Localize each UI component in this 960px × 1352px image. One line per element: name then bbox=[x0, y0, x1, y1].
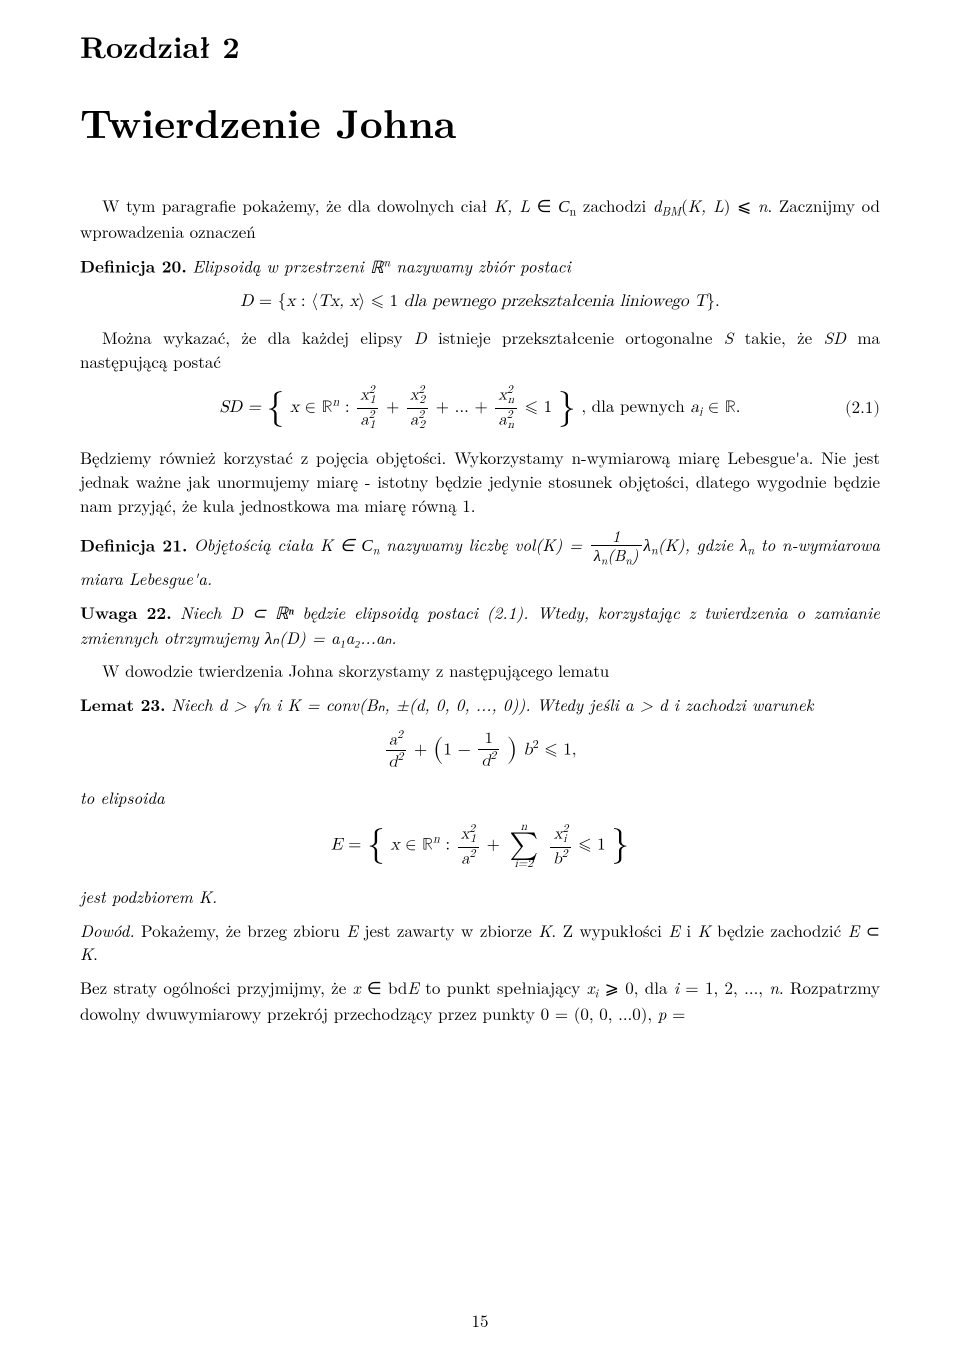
math-inline-dbm: dBM bbox=[653, 193, 681, 217]
def20-text-b: nazywamy zbiór postaci bbox=[390, 254, 571, 278]
proof-line-1: Pokażemy, że brzeg zbioru E jest zawarty… bbox=[80, 918, 880, 966]
lemma-23-display-1: a2d2 + (1 − 1d2 ) b2 ⩽ 1, bbox=[80, 730, 880, 772]
lemma-23-text-c: jest podzbiorem K. bbox=[80, 885, 880, 909]
after-def20-a: Można wykazać, że dla każdej elipsy bbox=[102, 325, 414, 349]
remark-22-text: Niech D ⊂ ℝⁿ będzie elipsoidą postaci (2… bbox=[80, 600, 880, 649]
math-inline-kl: K, L bbox=[494, 193, 530, 217]
chapter-number: Rozdział 2 bbox=[80, 24, 880, 67]
lemma-23-text-b: to elipsoida bbox=[80, 786, 880, 810]
after-def20-c: takie, że bbox=[733, 325, 823, 349]
intro-text-b: zachodzi bbox=[583, 193, 653, 217]
lemma-23-text-a: Niech d > √n i K = conv(Bₙ, ±(d, 0, 0, .… bbox=[171, 692, 813, 716]
equation-number: (2.1) bbox=[845, 399, 880, 419]
page: Rozdział 2 Twierdzenie Johna W tym parag… bbox=[0, 0, 960, 1352]
after-def20-p1: Można wykazać, że dla każdej elipsy D is… bbox=[80, 326, 880, 374]
volume-paragraph: Będziemy również korzystać z pojęcia obj… bbox=[80, 446, 880, 517]
definition-label: Definicja 20. bbox=[80, 255, 187, 279]
def20-text-a: Elipsoidą w przestrzeni bbox=[192, 254, 370, 278]
math-rn: ℝn bbox=[370, 254, 390, 278]
equation-2-1: SD = { x ∈ ℝn : x21a21 + x22a22 + ... + … bbox=[80, 385, 880, 432]
definition-20: Definicja 20. Elipsoidą w przestrzeni ℝn… bbox=[80, 253, 880, 280]
sym-S: S bbox=[724, 325, 734, 349]
lemma-23-label: Lemat 23. bbox=[80, 693, 166, 717]
proof-paragraph-1: Dowód. Pokażemy, że brzeg zbioru E jest … bbox=[80, 919, 880, 967]
definition-21: Definicja 21. Objętością ciała K ∈ Cn na… bbox=[80, 528, 880, 591]
proof-paragraph-2: Bez straty ogólności przyjmijmy, że x ∈ … bbox=[80, 976, 880, 1025]
remark-22: Uwaga 22. Niech D ⊂ ℝⁿ będzie elipsoidą … bbox=[80, 601, 880, 650]
lemma-23-display-2: E = { x ∈ ℝn : x21a2 + n∑i=2 x2ib2 ⩽ 1 } bbox=[80, 821, 880, 870]
lemma-23: Lemat 23. Niech d > √n i K = conv(Bₙ, ±(… bbox=[80, 693, 880, 718]
eq21-left: SD = bbox=[220, 399, 267, 416]
proof-label: Dowód. bbox=[80, 918, 135, 942]
remark-22-label: Uwaga 22. bbox=[80, 601, 172, 625]
after-def20-b: istnieje przekształcenie ortogonalne bbox=[427, 325, 724, 349]
intro-text-a: W tym paragrafie pokażemy, że dla dowoln… bbox=[102, 193, 494, 217]
definition-21-label: Definicja 21. bbox=[80, 533, 187, 557]
chapter-title: Twierdzenie Johna bbox=[80, 93, 880, 150]
def20-display: D = {x : ⟨Tx, x⟩ ⩽ 1 dla pewnego przeksz… bbox=[80, 292, 880, 312]
page-number: 15 bbox=[472, 1308, 489, 1332]
sym-SD: SD bbox=[824, 325, 846, 349]
lemma-intro: W dowodzie twierdzenia Johna skorzystamy… bbox=[80, 659, 880, 683]
eq21-after: , dla pewnych ai ∈ ℝ. bbox=[581, 399, 740, 416]
sym-D: D bbox=[414, 325, 427, 349]
intro-paragraph: W tym paragrafie pokażemy, że dla dowoln… bbox=[80, 194, 880, 243]
